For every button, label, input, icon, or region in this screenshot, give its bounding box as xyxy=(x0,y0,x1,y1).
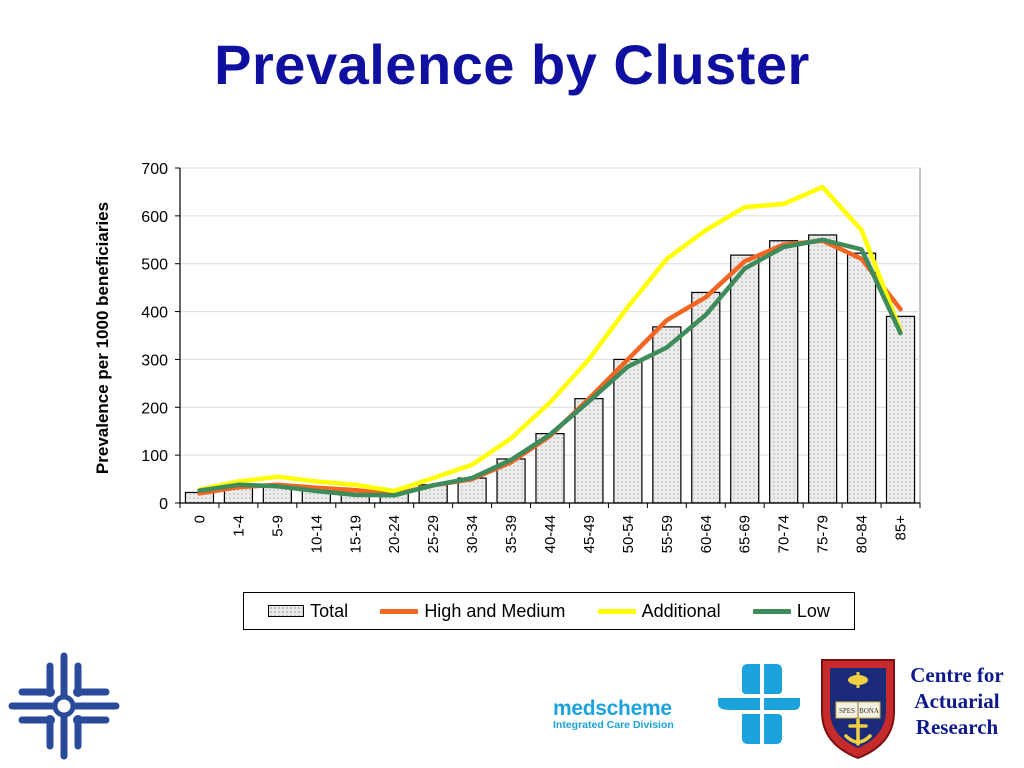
x-tick-label: 25-29 xyxy=(425,515,442,553)
x-tick-label: 60-64 xyxy=(698,515,715,553)
x-tick-label: 35-39 xyxy=(503,515,520,553)
university-crest-logo: SPES BONA xyxy=(821,659,895,760)
x-tick-label: 0 xyxy=(191,515,208,523)
crest-right-page-text: BONA xyxy=(859,707,879,715)
slide-title: Prevalence by Cluster xyxy=(214,33,810,96)
bar-total-85+ xyxy=(885,315,916,504)
legend-swatch-additional xyxy=(597,608,636,614)
legend-item-total: Total xyxy=(268,601,348,622)
legend-swatch-high-medium xyxy=(380,608,419,614)
line-low xyxy=(197,237,903,498)
car-line-2: Actuarial xyxy=(914,689,1000,713)
medscheme-logo: medscheme Integrated Care Division xyxy=(553,697,674,731)
x-tick-label: 75-79 xyxy=(815,515,832,553)
bar-total-70-74 xyxy=(769,240,799,504)
y-tick-label: 500 xyxy=(141,257,168,274)
y-tick-label: 200 xyxy=(141,400,168,417)
medscheme-subtitle: Integrated Care Division xyxy=(553,719,674,731)
bar-total-75-79 xyxy=(808,234,838,504)
legend-label-low: Low xyxy=(796,600,830,621)
x-tick-label: 50-54 xyxy=(620,515,637,553)
x-tick-label: 20-24 xyxy=(386,515,403,553)
bar-total-35-39 xyxy=(496,458,526,504)
legend-item-low: Low xyxy=(752,600,830,622)
legend-label-total: Total xyxy=(310,600,349,621)
legend-swatch-low xyxy=(752,608,791,614)
x-tick-label: 15-19 xyxy=(347,515,364,553)
x-tick-label: 65-69 xyxy=(737,515,754,553)
x-tick-label: 80-84 xyxy=(854,515,871,553)
y-tick-label: 0 xyxy=(159,496,168,513)
x-tick-label: 1-4 xyxy=(230,515,247,537)
y-axis-label: Prevalence per 1000 beneficiaries xyxy=(93,202,112,474)
x-tick-label: 70-74 xyxy=(776,515,793,553)
bar-total-40-44 xyxy=(535,433,565,504)
x-axis-ticks: 0 1-4 5-9 10-14 15-19 20-24 25-29 30-34 35-39 40-… xyxy=(179,503,921,553)
crest-left-page-text: SPES xyxy=(839,707,855,715)
x-tick-label: 30-34 xyxy=(464,515,481,553)
x-tick-label: 55-59 xyxy=(659,515,676,553)
x-tick-label: 40-44 xyxy=(542,515,559,553)
y-tick-label: 600 xyxy=(141,209,168,226)
bar-total-60-64 xyxy=(691,291,721,504)
bar-total-65-69 xyxy=(730,254,760,504)
x-tick-label: 45-49 xyxy=(581,515,598,553)
x-tick-label: 10-14 xyxy=(308,515,325,553)
series-lines xyxy=(197,184,903,498)
legend-swatch-total xyxy=(268,605,305,617)
y-tick-label: 300 xyxy=(141,352,168,369)
chart-legend: Total High and Medium Additional Low xyxy=(243,592,855,630)
bar-total-80-84 xyxy=(846,252,877,504)
network-cross-logo xyxy=(8,652,120,760)
medscheme-mark-icon xyxy=(718,664,800,744)
y-tick-label: 400 xyxy=(141,305,168,322)
car-line-3: Research xyxy=(915,715,999,739)
x-tick-label: 85+ xyxy=(893,515,910,541)
y-tick-label: 700 xyxy=(141,161,168,178)
car-line-1: Centre for xyxy=(910,663,1004,687)
legend-label-additional: Additional xyxy=(641,600,721,621)
prevalence-chart: 0 100 200 300 400 500 600 700 0 1-4 5-9 10-14 15-19… xyxy=(93,161,921,553)
bar-total-45-49 xyxy=(574,398,604,504)
axes xyxy=(179,168,920,504)
bar-total-55-59 xyxy=(652,326,682,504)
x-tick-label: 5-9 xyxy=(269,515,286,537)
medscheme-name: medscheme xyxy=(553,697,672,720)
centre-actuarial-research-logo: Centre for Actuarial Research xyxy=(896,662,1018,740)
legend-item-additional: Additional xyxy=(597,600,721,622)
line-additional xyxy=(197,184,903,494)
y-axis-ticks: 0 100 200 300 400 500 600 700 xyxy=(141,161,180,513)
legend-item-high-medium: High and Medium xyxy=(380,601,565,622)
legend-label-high-medium: High and Medium xyxy=(424,600,566,621)
y-tick-label: 100 xyxy=(141,448,168,465)
bar-total-50-54 xyxy=(613,358,643,504)
